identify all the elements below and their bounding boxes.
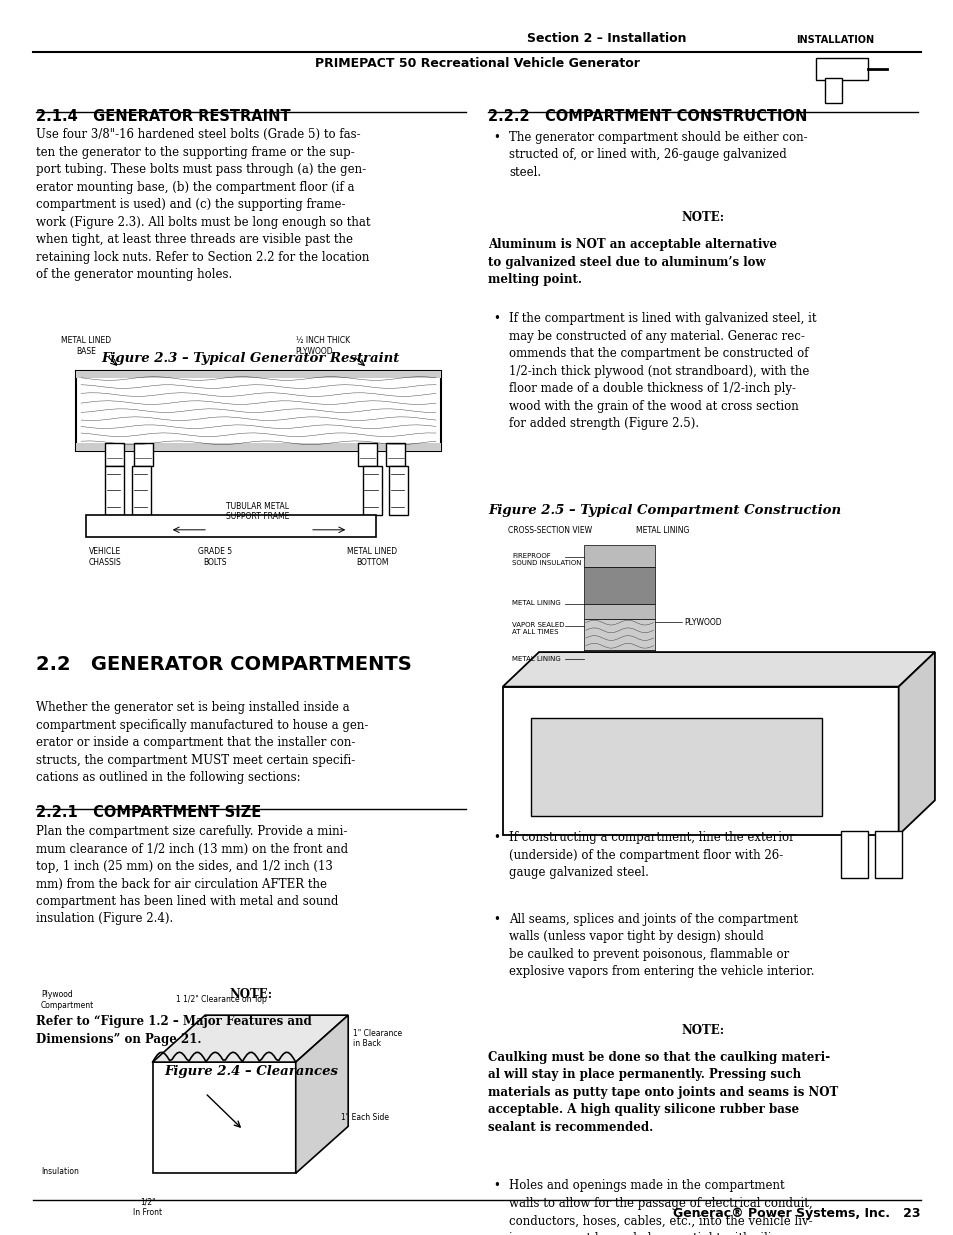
Polygon shape bbox=[502, 652, 934, 687]
Text: 2.2.1   COMPARTMENT SIZE: 2.2.1 COMPARTMENT SIZE bbox=[36, 805, 261, 820]
Text: Use four 3/8"-16 hardened steel bolts (Grade 5) to fas-
ten the generator to the: Use four 3/8"-16 hardened steel bolts (G… bbox=[36, 128, 371, 282]
Text: Plan the compartment size carefully. Provide a mini-
mum clearance of 1/2 inch (: Plan the compartment size carefully. Pro… bbox=[36, 825, 348, 925]
Bar bbox=[815, 58, 867, 80]
Text: Holes and openings made in the compartment
walls to allow for the passage of ele: Holes and openings made in the compartme… bbox=[509, 1179, 812, 1235]
Text: NOTE:: NOTE: bbox=[680, 1024, 724, 1037]
Text: Section 2 – Installation: Section 2 – Installation bbox=[527, 32, 686, 44]
Text: If the compartment is lined with galvanized steel, it
may be constructed of any : If the compartment is lined with galvani… bbox=[509, 312, 816, 431]
Bar bbox=[105, 443, 124, 466]
Text: 1/2"
In Front: 1/2" In Front bbox=[133, 1198, 162, 1218]
Text: 2.2   GENERATOR COMPARTMENTS: 2.2 GENERATOR COMPARTMENTS bbox=[36, 655, 412, 673]
Text: METAL LINING: METAL LINING bbox=[512, 656, 560, 662]
Text: Refer to “Figure 1.2 – Major Features and
Dimensions” on Page 21.: Refer to “Figure 1.2 – Major Features an… bbox=[36, 1015, 312, 1046]
Text: NOTE:: NOTE: bbox=[229, 988, 273, 1002]
Text: •: • bbox=[493, 831, 499, 845]
Text: •: • bbox=[493, 1179, 499, 1193]
Bar bbox=[105, 466, 124, 515]
Polygon shape bbox=[152, 1062, 295, 1173]
Text: METAL LINING: METAL LINING bbox=[512, 600, 560, 606]
Text: Whether the generator set is being installed inside a
compartment specifically m: Whether the generator set is being insta… bbox=[36, 701, 368, 784]
Text: 1 1/2" Clearance on Top: 1 1/2" Clearance on Top bbox=[176, 995, 267, 1004]
Bar bbox=[357, 443, 376, 466]
Bar bbox=[583, 604, 655, 619]
Bar bbox=[133, 443, 152, 466]
Bar bbox=[583, 650, 655, 664]
Bar bbox=[76, 443, 440, 451]
Text: CROSS-SECTION VIEW: CROSS-SECTION VIEW bbox=[507, 526, 591, 535]
Text: All seams, splices and joints of the compartment
walls (unless vapor tight by de: All seams, splices and joints of the com… bbox=[509, 913, 814, 978]
Bar bbox=[583, 619, 655, 650]
Text: METAL LINED
BASE: METAL LINED BASE bbox=[61, 336, 111, 356]
Bar bbox=[841, 831, 867, 878]
Text: 1" Clearance
in Back: 1" Clearance in Back bbox=[353, 1029, 401, 1049]
Text: VEHICLE
CHASSIS: VEHICLE CHASSIS bbox=[89, 547, 121, 567]
Bar bbox=[531, 718, 821, 816]
Text: If constructing a compartment, line the exterior
(underside) of the compartment : If constructing a compartment, line the … bbox=[509, 831, 795, 879]
Bar bbox=[583, 567, 655, 604]
Bar bbox=[389, 466, 408, 515]
Text: PRIMEPACT 50 Recreational Vehicle Generator: PRIMEPACT 50 Recreational Vehicle Genera… bbox=[314, 57, 639, 70]
Text: 1" Each Side: 1" Each Side bbox=[341, 1113, 389, 1123]
Text: Caulking must be done so that the caulking materi-
al will stay in place permane: Caulking must be done so that the caulki… bbox=[488, 1051, 838, 1134]
Polygon shape bbox=[898, 652, 934, 835]
Bar bbox=[824, 78, 841, 103]
Bar bbox=[132, 466, 151, 515]
Bar bbox=[76, 370, 440, 378]
Text: Figure 2.3 – Typical Generator Restraint: Figure 2.3 – Typical Generator Restraint bbox=[102, 352, 399, 366]
Bar bbox=[583, 545, 655, 567]
Text: Figure 2.4 – Clearances: Figure 2.4 – Clearances bbox=[164, 1065, 337, 1078]
Text: Figure 2.5 – Typical Compartment Construction: Figure 2.5 – Typical Compartment Constru… bbox=[488, 504, 841, 517]
Polygon shape bbox=[502, 687, 898, 835]
Text: Plywood
Compartment: Plywood Compartment bbox=[41, 990, 94, 1010]
Text: NOTE:: NOTE: bbox=[680, 211, 724, 225]
Bar bbox=[86, 515, 375, 537]
Text: VAPOR SEALED
AT ALL TIMES: VAPOR SEALED AT ALL TIMES bbox=[512, 622, 564, 636]
Text: •: • bbox=[493, 131, 499, 144]
Text: GRADE 5
BOLTS: GRADE 5 BOLTS bbox=[197, 547, 232, 567]
Bar bbox=[76, 370, 440, 451]
Text: 2.1.4   GENERATOR RESTRAINT: 2.1.4 GENERATOR RESTRAINT bbox=[36, 109, 291, 124]
Text: ½ INCH THICK
PLYWOOD: ½ INCH THICK PLYWOOD bbox=[295, 336, 350, 356]
Text: INSTALLATION: INSTALLATION bbox=[795, 35, 873, 44]
Bar bbox=[874, 831, 901, 878]
Text: Aluminum is NOT an acceptable alternative
to galvanized steel due to aluminum’s : Aluminum is NOT an acceptable alternativ… bbox=[488, 238, 777, 287]
Polygon shape bbox=[295, 1015, 348, 1173]
Text: Generac® Power Systems, Inc.   23: Generac® Power Systems, Inc. 23 bbox=[673, 1207, 920, 1220]
Text: •: • bbox=[493, 913, 499, 926]
Text: 2.2.2   COMPARTMENT CONSTRUCTION: 2.2.2 COMPARTMENT CONSTRUCTION bbox=[488, 109, 807, 124]
Bar bbox=[386, 443, 405, 466]
Text: FIREPROOF
SOUND INSULATION: FIREPROOF SOUND INSULATION bbox=[512, 553, 581, 567]
Bar bbox=[362, 466, 381, 515]
Text: METAL LINING: METAL LINING bbox=[636, 526, 689, 535]
Text: METAL LINED
BOTTOM: METAL LINED BOTTOM bbox=[347, 547, 396, 567]
Text: PLYWOOD: PLYWOOD bbox=[683, 618, 720, 627]
Text: The generator compartment should be either con-
structed of, or lined with, 26-g: The generator compartment should be eith… bbox=[509, 131, 807, 179]
Text: Insulation: Insulation bbox=[41, 1167, 79, 1176]
Text: TUBULAR METAL
SUPPORT FRAME: TUBULAR METAL SUPPORT FRAME bbox=[226, 501, 289, 521]
Text: •: • bbox=[493, 312, 499, 326]
Polygon shape bbox=[152, 1015, 348, 1062]
